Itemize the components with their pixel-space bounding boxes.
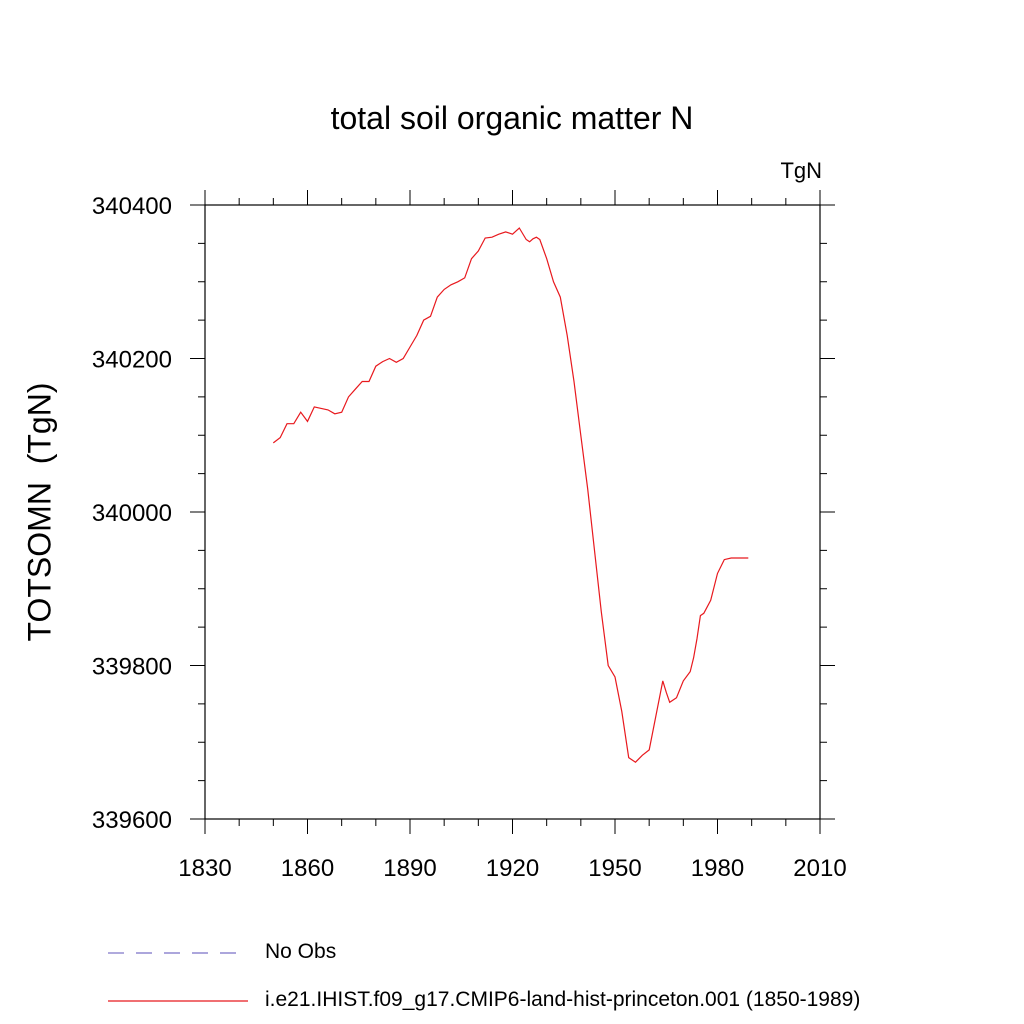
y-tick-label: 340400 [92,193,172,220]
x-tick-label: 1950 [588,855,641,882]
units-label: TgN [780,158,822,183]
x-tick-label: 1860 [281,855,334,882]
y-tick-label: 339600 [92,807,172,834]
y-tick-label: 339800 [92,654,172,681]
x-tick-label: 1980 [691,855,744,882]
y-tick-label: 340200 [92,347,172,374]
legend-label-no-obs: No Obs [265,940,337,963]
x-tick-label: 1890 [383,855,436,882]
series-line-1 [272,227,749,763]
legend-label-model-run: i.e21.IHIST.f09_g17.CMIP6-land-hist-prin… [265,988,861,1011]
x-tick-label: 1830 [178,855,231,882]
y-tick-label: 340000 [92,500,172,527]
chart-title: total soil organic matter N [330,100,694,136]
x-tick-label: 1920 [486,855,539,882]
x-tick-label: 2010 [793,855,846,882]
plot-frame [204,204,821,820]
